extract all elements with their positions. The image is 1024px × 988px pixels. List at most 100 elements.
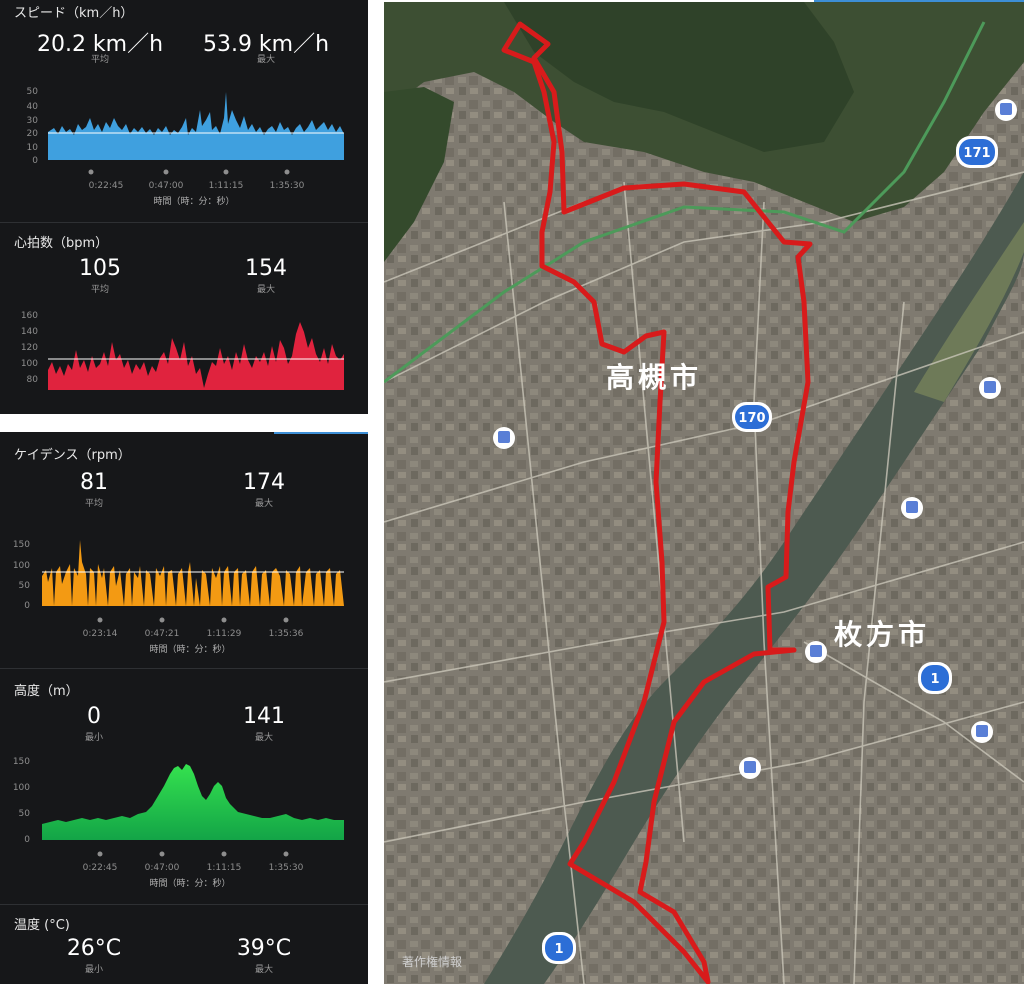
speed-area: [48, 92, 344, 160]
altitude-xtick-dot: [159, 851, 165, 857]
road-shield-label: 170: [738, 411, 765, 426]
temperature-min-label: 最小: [84, 965, 103, 975]
cycling-route: [501, 21, 813, 984]
train-station-icon[interactable]: [971, 721, 993, 743]
road-shield-label: 1: [930, 672, 939, 687]
altitude-chart: 150 100 50 0 0:22:45 0:47:00 1:11:15 1:3…: [13, 757, 344, 889]
heart-rate-section: 心拍数（bpm） 105 平均 154 最大 160 140 120 100 8…: [0, 224, 368, 414]
cadence-avg-value: 81: [80, 470, 108, 495]
scroll-indicator: [814, 0, 1024, 2]
altitude-section: 高度（m） 0 最小 141 最大 150 100 50 0 0:22:45 0…: [0, 670, 368, 904]
heart-rate-chart: 160 140 120 100 80: [21, 311, 344, 390]
altitude-ytick: 50: [19, 809, 31, 819]
speed-max-value: 53.9 km／h: [202, 32, 330, 57]
scroll-indicator: [274, 432, 368, 434]
altitude-ytick: 150: [13, 757, 30, 767]
mountain-area: [384, 87, 454, 262]
speed-avg-label: 平均: [90, 55, 109, 65]
altitude-max-value: 141: [243, 704, 285, 729]
cadence-max-value: 174: [243, 470, 285, 495]
train-station-icon[interactable]: [979, 377, 1001, 399]
train-station-icon[interactable]: [805, 641, 827, 663]
altitude-min-label: 最小: [84, 733, 103, 743]
altitude-xlabel: 時間（時：分：秒）: [149, 877, 230, 889]
cadence-ytick: 50: [19, 581, 31, 591]
altitude-xtick-dot: [221, 851, 227, 857]
train-station-icon[interactable]: [995, 99, 1017, 121]
cadence-xtick: 1:11:29: [207, 629, 242, 639]
railway-line: [384, 21, 986, 384]
altitude-min-value: 0: [87, 704, 101, 729]
cadence-avg-label: 平均: [84, 499, 103, 509]
speed-xlabel: 時間（時：分：秒）: [153, 195, 234, 207]
divider: [0, 222, 368, 223]
temperature-max-value: 39°C: [236, 936, 292, 961]
altitude-xtick-dot: [283, 851, 289, 857]
heart-ytick: 120: [21, 343, 38, 353]
speed-xtick-dot: [223, 169, 229, 175]
cadence-xtick: 1:35:36: [269, 629, 304, 639]
cadence-ytick: 150: [13, 540, 30, 550]
altitude-max-label: 最大: [254, 733, 273, 743]
speed-xtick: 0:47:00: [149, 181, 184, 191]
city-label-hirakata: 枚方市: [834, 618, 930, 651]
route-map[interactable]: 高槻市 枚方市 170 171 1 1 著作: [384, 2, 1024, 984]
speed-xtick-dot: [88, 169, 94, 175]
temperature-title: 温度 (°C): [14, 918, 70, 933]
speed-xtick: 0:22:45: [89, 181, 124, 191]
road-shield-170: 170: [732, 402, 772, 432]
speed-ytick: 30: [27, 116, 39, 126]
map-canvas[interactable]: 高槻市 枚方市 170 171 1 1 著作: [384, 2, 1024, 984]
heart-area: [48, 322, 344, 390]
altitude-ytick: 0: [24, 835, 30, 845]
cadence-xtick-dot: [97, 617, 103, 623]
cadence-max-label: 最大: [254, 499, 273, 509]
cadence-xtick-dot: [221, 617, 227, 623]
train-station-icon[interactable]: [739, 757, 761, 779]
speed-ytick: 0: [32, 156, 38, 166]
altitude-ytick: 100: [13, 783, 30, 793]
altitude-xtick: 1:35:30: [269, 863, 304, 873]
speed-section: スピード（km／h） 20.2 km／h 平均 53.9 km／h 最大 50 …: [0, 0, 368, 222]
mountain-area: [504, 2, 854, 152]
cadence-title: ケイデンス（rpm）: [14, 448, 131, 463]
speed-xtick-dot: [284, 169, 290, 175]
city-label-takatsuki: 高槻市: [606, 361, 702, 394]
cadence-xtick-dot: [159, 617, 165, 623]
heart-avg-value: 105: [79, 256, 121, 281]
altitude-area: [42, 764, 344, 840]
cadence-area: [42, 540, 344, 606]
altitude-title: 高度（m）: [14, 684, 79, 699]
cadence-xtick: 0:23:14: [83, 629, 118, 639]
cadence-section: ケイデンス（rpm） 81 平均 174 最大 150 100 50 0 0:2…: [0, 432, 368, 668]
cadence-ytick: 0: [24, 601, 30, 611]
temperature-section: 温度 (°C) 26°C 最小 39°C 最大: [0, 906, 368, 984]
heart-title: 心拍数（bpm）: [14, 236, 109, 251]
road-shield-171: 171: [956, 136, 998, 168]
speed-xtick: 1:35:30: [270, 181, 305, 191]
road-shield-1: 1: [542, 932, 576, 964]
cadence-xtick-dot: [283, 617, 289, 623]
cadence-xtick: 0:47:21: [145, 629, 180, 639]
speed-ytick: 20: [27, 129, 39, 139]
altitude-xtick: 0:47:00: [145, 863, 180, 873]
speed-ytick: 10: [27, 143, 39, 153]
heart-max-value: 154: [245, 256, 287, 281]
speed-xtick-dot: [163, 169, 169, 175]
speed-avg-value: 20.2 km／h: [36, 32, 164, 57]
temperature-min-value: 26°C: [66, 936, 122, 961]
altitude-xtick: 0:22:45: [83, 863, 118, 873]
heart-ytick: 160: [21, 311, 38, 321]
train-station-icon[interactable]: [493, 427, 515, 449]
train-station-icon[interactable]: [901, 497, 923, 519]
heart-ytick: 140: [21, 327, 38, 337]
stats-panel-top: スピード（km／h） 20.2 km／h 平均 53.9 km／h 最大 50 …: [0, 0, 368, 414]
divider: [0, 668, 368, 669]
cadence-chart: 150 100 50 0 0:23:14 0:47:21 1:11:29 1:3…: [13, 540, 344, 655]
heart-max-label: 最大: [256, 285, 275, 295]
altitude-xtick: 1:11:15: [207, 863, 242, 873]
heart-ytick: 80: [27, 375, 39, 385]
cadence-ytick: 100: [13, 561, 30, 571]
map-copyright-link[interactable]: 著作権情報: [402, 954, 462, 969]
heart-ytick: 100: [21, 359, 38, 369]
